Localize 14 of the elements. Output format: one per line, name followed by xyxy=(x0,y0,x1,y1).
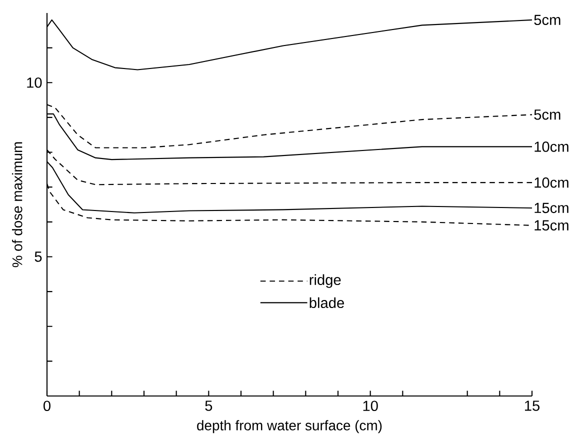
series-label: 5cm xyxy=(534,110,560,120)
x-tick-label: 0 xyxy=(44,400,50,412)
x-tick-label: 15 xyxy=(524,400,540,411)
series-label: 10cm xyxy=(534,142,568,152)
annotation: ridge xyxy=(310,274,341,288)
annotation: blade xyxy=(310,297,344,308)
series-label: 15cm xyxy=(534,220,568,230)
y-axis-title: % of dose maximum xyxy=(12,142,22,268)
series-label: 5cm xyxy=(534,14,560,26)
series-label: 15cm xyxy=(534,202,568,214)
x-axis-title: depth from water surface (cm) xyxy=(197,420,382,434)
series-label: 10cm xyxy=(534,177,568,188)
x-tick-label: 10 xyxy=(363,400,378,412)
x-tick-label: 5 xyxy=(205,400,212,411)
